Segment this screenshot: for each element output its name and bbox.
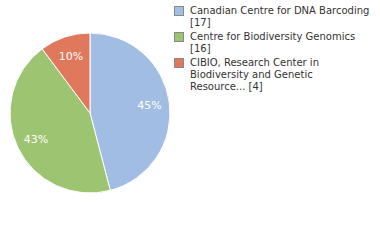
html-text:CIBIO, Research Center in Biod: CIBIO, Research Center in Biodiversity a… [190, 57, 319, 92]
svg-text:43%: 43% [24, 133, 48, 146]
svg-text:45%: 45% [137, 99, 161, 112]
html-text:Centre for Biodiversity Genomi: Centre for Biodiversity Genomics [16] [190, 31, 356, 54]
html-text:Canadian Centre for DNA Barcod: Canadian Centre for DNA Barcoding [17] [190, 5, 370, 28]
svg-text:10%: 10% [59, 50, 83, 63]
